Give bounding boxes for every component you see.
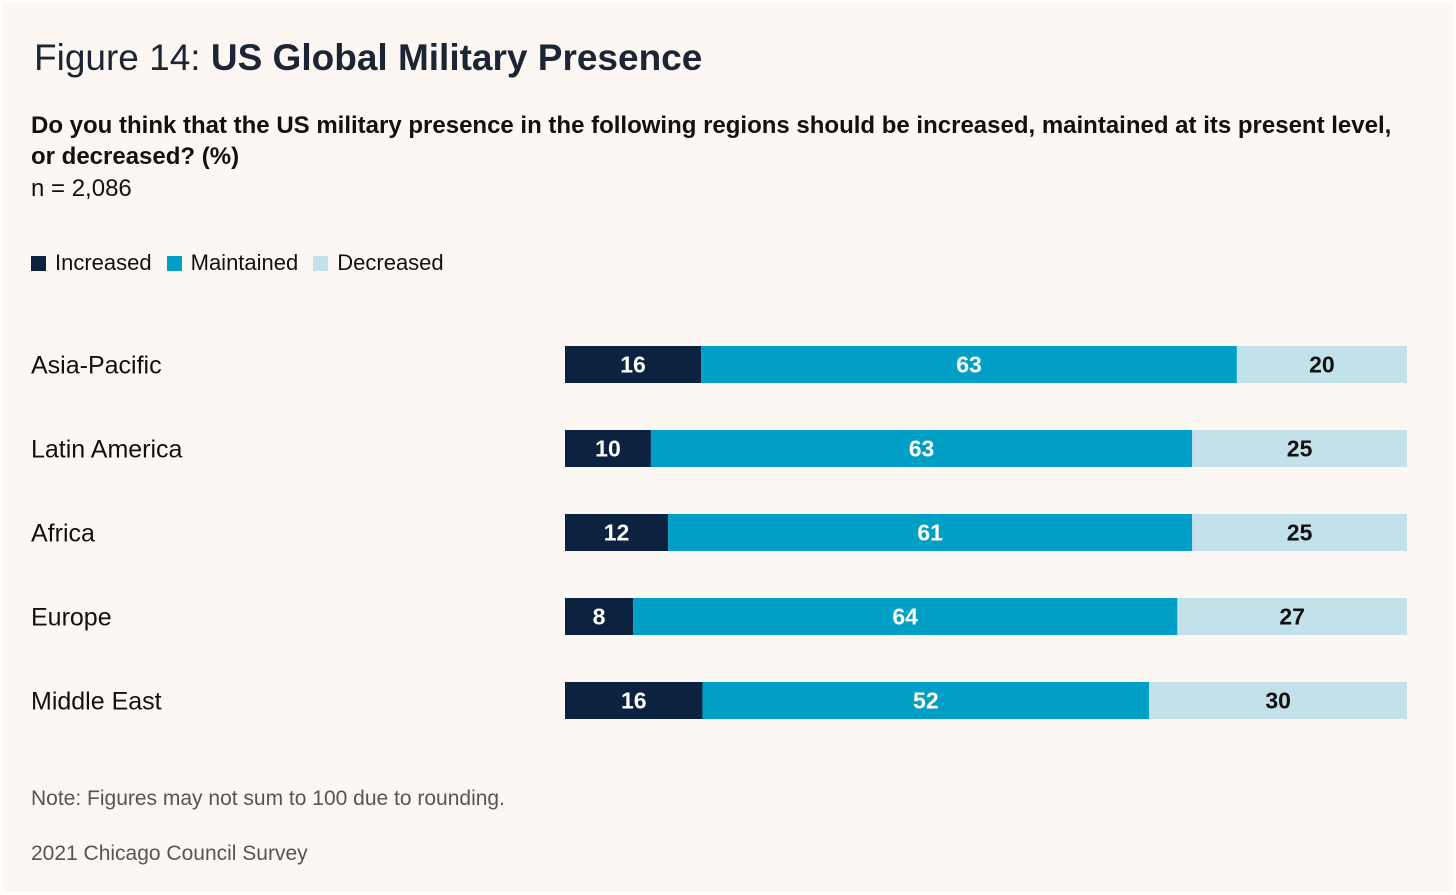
category-label-africa: Africa [31,520,95,548]
category-label-middle-east: Middle East [31,688,162,716]
data-label-africa-maintained: 61 [917,520,943,546]
category-label-europe: Europe [31,604,112,632]
data-label-middle-east-increased: 16 [621,688,647,714]
category-label-latin-america: Latin America [31,436,183,464]
legend-swatch-maintained [166,255,182,271]
data-label-asia-pacific-increased: 16 [620,352,646,378]
chart-title: Figure 14: US Global Military Presence [34,36,702,80]
legend-item-increased: Increased [31,250,152,276]
stacked-bar-chart: Asia-Pacific 16 63 20 Latin America 10 63 25 Afr… [31,346,1407,719]
legend-swatch-increased [31,255,46,271]
bar-europe-maintained [633,598,1178,635]
bar-middle-east-maintained [702,682,1150,719]
legend-label-maintained: Maintained [190,250,299,275]
bar-latin-america-maintained [650,430,1193,467]
data-label-middle-east-maintained: 52 [913,688,939,714]
bar-asia-pacific-maintained [701,346,1237,383]
legend-label-decreased: Decreased [337,250,444,275]
bar-europe-increased [565,598,634,635]
legend-item-maintained: Maintained [166,250,299,276]
title-main: US Global Military Presence [210,37,703,78]
data-label-europe-decreased: 27 [1279,604,1305,630]
data-label-africa-decreased: 25 [1287,520,1313,546]
data-label-europe-maintained: 64 [892,604,918,630]
bar-africa-maintained [668,514,1193,551]
category-label-asia-pacific: Asia-Pacific [31,352,162,380]
data-label-asia-pacific-maintained: 63 [956,352,982,378]
chart-card: Figure 14: US Global Military Presence D… [3,3,1453,892]
bar-middle-east-increased [565,682,703,719]
footnote: Note: Figures may not sum to 100 due to … [31,787,505,810]
data-label-latin-america-decreased: 25 [1287,436,1313,462]
data-label-latin-america-increased: 10 [595,436,621,462]
bar-europe-decreased [1177,598,1407,635]
legend-item-decreased: Decreased [313,250,444,276]
bar-middle-east-decreased [1149,682,1407,719]
bar-latin-america-increased [565,430,651,467]
legend: Increased Maintained Decreased [31,250,459,276]
sample-size: n = 2,086 [31,175,132,202]
data-label-europe-increased: 8 [593,604,606,630]
data-label-africa-increased: 12 [604,520,630,546]
title-prefix: Figure 14: [34,37,211,78]
data-label-middle-east-decreased: 30 [1265,688,1291,714]
bar-africa-decreased [1192,514,1407,551]
bar-asia-pacific-increased [565,346,702,383]
data-label-asia-pacific-decreased: 20 [1309,352,1335,378]
bar-africa-increased [565,514,669,551]
legend-label-increased: Increased [55,250,152,275]
bar-asia-pacific-decreased [1236,346,1407,383]
source-line: 2021 Chicago Council Survey [31,842,308,865]
data-label-latin-america-maintained: 63 [909,436,935,462]
legend-swatch-decreased [313,255,329,271]
bar-latin-america-decreased [1192,430,1407,467]
chart-question: Do you think that the US military presen… [31,112,1392,170]
